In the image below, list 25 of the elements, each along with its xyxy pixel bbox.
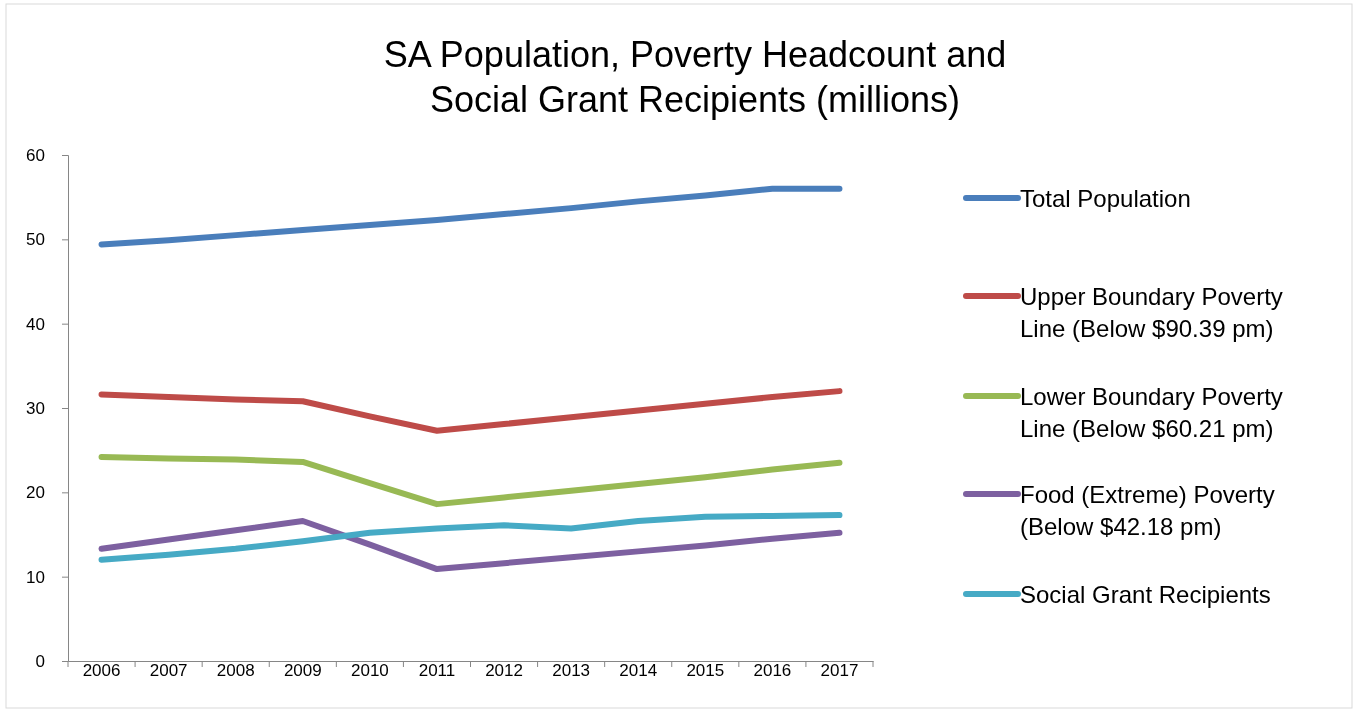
y-tick-label: 0 [35,651,45,671]
chart-title: SA Population, Poverty Headcount and Social Grant Recipients (millions) [383,34,1007,120]
x-tick-label: 2014 [619,661,658,680]
x-tick-label: 2006 [82,661,121,680]
x-tick-label: 2008 [216,661,255,680]
y-tick-label: 50 [26,230,45,250]
x-tick-label: 2012 [485,661,523,680]
x-tick-label: 2009 [283,661,322,680]
legend-label: Total Population [1020,185,1191,212]
y-tick-label: 40 [26,314,45,334]
x-tick-label: 2017 [820,661,859,680]
y-tick-label: 30 [26,398,45,418]
legend-label: Upper Boundary Poverty Line (Below $90.39 pm) [1020,283,1283,342]
x-tick-label: 2011 [418,661,456,680]
x-tick-label: 2007 [149,661,188,680]
x-tick-label: 2015 [686,661,725,680]
x-tick-label: 2013 [552,661,591,680]
y-tick-label: 10 [26,567,45,587]
x-tick-label: 2016 [753,661,792,680]
y-tick-label: 60 [26,145,45,165]
legend-label: Social Grant Recipients [1020,581,1271,608]
x-tick-label: 2010 [350,661,389,680]
legend-label: Food (Extreme) Poverty (Below $42.18 pm) [1020,481,1275,540]
y-tick-label: 20 [26,483,45,503]
legend-label: Lower Boundary Poverty Line (Below $60.21 pm) [1020,383,1283,442]
